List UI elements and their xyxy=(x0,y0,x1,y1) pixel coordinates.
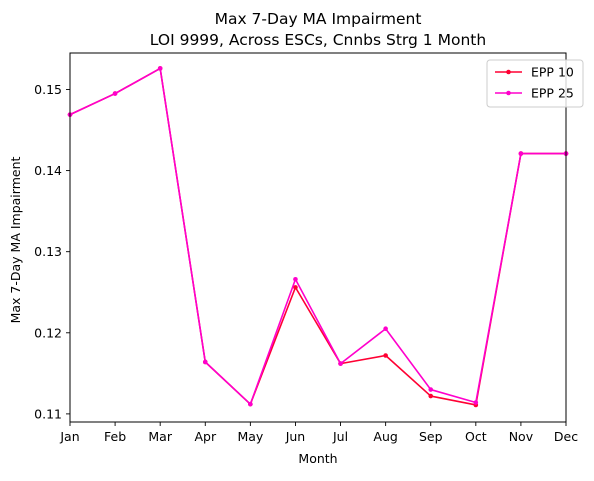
plot-area xyxy=(67,66,569,408)
y-tick-label: 0.12 xyxy=(34,325,62,340)
data-point-epp-10-jun xyxy=(293,285,298,290)
x-tick-label-aug: Aug xyxy=(373,429,397,444)
data-point-epp-25-jun xyxy=(293,276,298,282)
x-tick-label-dec: Dec xyxy=(554,429,578,444)
legend-marker-epp-10 xyxy=(506,69,511,75)
series-epp-25 xyxy=(67,66,569,407)
legend-marker-epp-25 xyxy=(506,90,511,96)
x-axis-ticks: Jan Feb Mar Apr May Jun Jul Aug Sep Oct Nov Dec xyxy=(59,422,578,444)
chart-title: Max 7-Day MA Impairment xyxy=(215,10,422,28)
legend-label-epp-10: EPP 10 xyxy=(531,65,574,80)
y-tick-label: 0.11 xyxy=(34,406,62,421)
data-point-epp-25-aug xyxy=(383,326,388,332)
data-point-epp-10-aug xyxy=(383,353,388,358)
x-tick-label-mar: Mar xyxy=(148,429,172,444)
x-tick-label-nov: Nov xyxy=(509,429,534,444)
series-line-epp-25 xyxy=(69,67,566,405)
legend-entry-2: EPP 25 xyxy=(495,86,574,101)
data-point-epp-10-sep xyxy=(428,393,434,399)
y-tick-label: 0.15 xyxy=(34,82,62,97)
x-tick-label-jan: Jan xyxy=(59,429,79,444)
data-point-epp-25-may xyxy=(248,401,253,407)
x-tick-label-apr: Apr xyxy=(194,429,216,444)
chart-subtitle: LOI 9999, Across ESCs, Cnnbs Strg 1 Mont… xyxy=(150,31,486,49)
legend-entry-1: EPP 10 xyxy=(495,65,574,80)
x-tick-label-jul: Jul xyxy=(332,429,348,444)
x-axis-label: Month xyxy=(298,451,337,466)
x-tick-label-sep: Sep xyxy=(419,429,443,444)
x-tick-label-may: May xyxy=(237,429,263,444)
x-tick-label-oct: Oct xyxy=(465,429,487,444)
data-point-epp-25-jul xyxy=(338,361,343,366)
y-tick-label: 0.13 xyxy=(34,244,62,259)
data-point-epp-25-mar xyxy=(157,66,163,71)
legend-label-epp-25: EPP 25 xyxy=(531,86,574,101)
y-axis-label: Max 7-Day MA Impairment xyxy=(8,157,23,324)
data-point-epp-25-oct xyxy=(473,400,479,405)
legend: EPP 10 EPP 25 xyxy=(486,59,584,108)
data-point-epp-25-feb xyxy=(112,91,118,96)
y-axis-ticks: 0.11 0.12 0.13 0.14 0.15 xyxy=(34,82,70,421)
data-point-epp-25-apr xyxy=(202,359,208,365)
plot-frame xyxy=(69,52,567,423)
y-tick-label: 0.14 xyxy=(34,163,62,178)
data-point-epp-25-nov xyxy=(518,151,524,156)
data-point-epp-25-sep xyxy=(428,387,434,392)
x-tick-label-feb: Feb xyxy=(104,429,126,444)
x-tick-label-jun: Jun xyxy=(285,429,306,444)
